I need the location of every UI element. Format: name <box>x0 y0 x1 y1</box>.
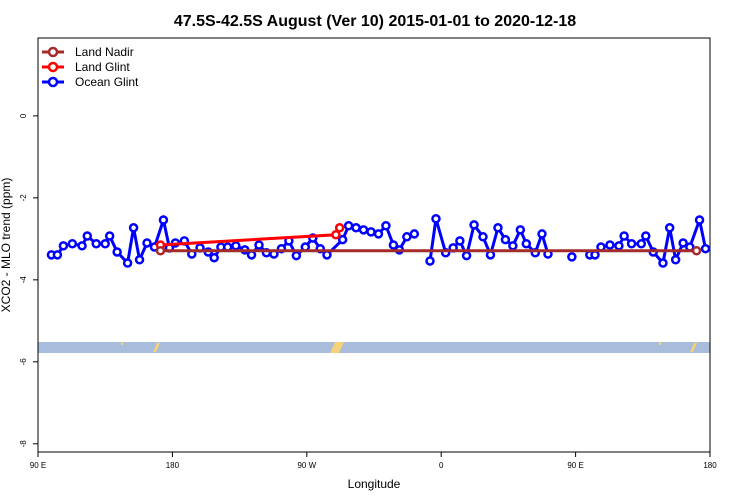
point <box>366 227 376 237</box>
point <box>493 223 503 233</box>
point <box>209 252 219 263</box>
point <box>700 243 711 254</box>
point <box>694 215 705 225</box>
plot-frame <box>37 37 711 453</box>
y-tick-label: -6 <box>19 358 28 366</box>
point <box>331 230 341 240</box>
point <box>605 240 615 250</box>
point <box>100 239 110 249</box>
y-axis-label: XCO2 - MLO trend (ppm) <box>0 178 13 313</box>
point <box>337 234 348 245</box>
point <box>128 223 139 233</box>
x-tick-label: 180 <box>703 461 717 470</box>
point <box>469 220 479 230</box>
point <box>658 258 668 268</box>
point <box>537 229 547 239</box>
y-tick-label: 0 <box>19 113 28 118</box>
point <box>636 239 647 249</box>
point <box>351 223 361 233</box>
x-axis-label: Longitude <box>348 477 401 491</box>
x-tick-label: 0 <box>439 461 444 470</box>
point <box>158 215 169 225</box>
point <box>402 232 412 242</box>
x-tick-label: 90 E <box>567 461 583 470</box>
point <box>500 234 511 245</box>
legend-marker <box>47 46 59 58</box>
land-marks <box>121 342 697 353</box>
legend-label: Land Glint <box>75 60 130 74</box>
legend-label: Ocean Glint <box>75 75 139 89</box>
point <box>670 255 681 265</box>
point <box>231 241 241 251</box>
point <box>77 241 87 251</box>
point <box>142 238 152 248</box>
point <box>425 256 435 266</box>
point <box>409 229 420 239</box>
point <box>431 214 441 224</box>
point <box>508 241 518 251</box>
point <box>58 241 69 251</box>
point <box>461 250 472 261</box>
point <box>343 220 354 231</box>
chart-title: 47.5S-42.5S August (Ver 10) 2015-01-01 t… <box>174 13 576 30</box>
point <box>381 220 391 231</box>
x-tick-label: 180 <box>166 461 180 470</box>
x-tick-label: 90 W <box>297 461 316 470</box>
point <box>334 223 345 233</box>
x-tick-label: 90 E <box>30 461 46 470</box>
y-tick-label: -8 <box>19 440 28 448</box>
point <box>691 245 702 256</box>
point <box>515 225 526 235</box>
point <box>104 231 115 241</box>
point <box>91 239 101 249</box>
point <box>112 247 122 257</box>
y-tick-label: -2 <box>19 194 28 202</box>
point <box>322 250 332 260</box>
y-tick-label: -4 <box>19 276 28 284</box>
legend-label: Land Nadir <box>75 45 134 59</box>
point <box>291 250 302 261</box>
point <box>246 250 257 260</box>
point <box>52 250 63 260</box>
point <box>664 223 675 233</box>
point <box>134 255 145 265</box>
point <box>122 258 133 268</box>
point <box>641 231 651 241</box>
point <box>82 231 93 241</box>
point <box>485 250 496 260</box>
legend-marker <box>47 61 59 73</box>
point <box>678 238 688 248</box>
legend-marker <box>47 76 59 88</box>
point <box>478 232 488 242</box>
point <box>155 245 166 256</box>
point <box>626 239 637 249</box>
point <box>614 241 624 251</box>
land-strip <box>38 342 710 353</box>
point <box>388 240 399 250</box>
point <box>358 225 369 235</box>
point <box>455 236 465 246</box>
point <box>254 240 264 250</box>
point <box>67 239 78 249</box>
point <box>567 252 577 262</box>
point <box>619 231 629 241</box>
point <box>373 229 384 239</box>
point <box>521 239 532 249</box>
point <box>590 250 600 260</box>
